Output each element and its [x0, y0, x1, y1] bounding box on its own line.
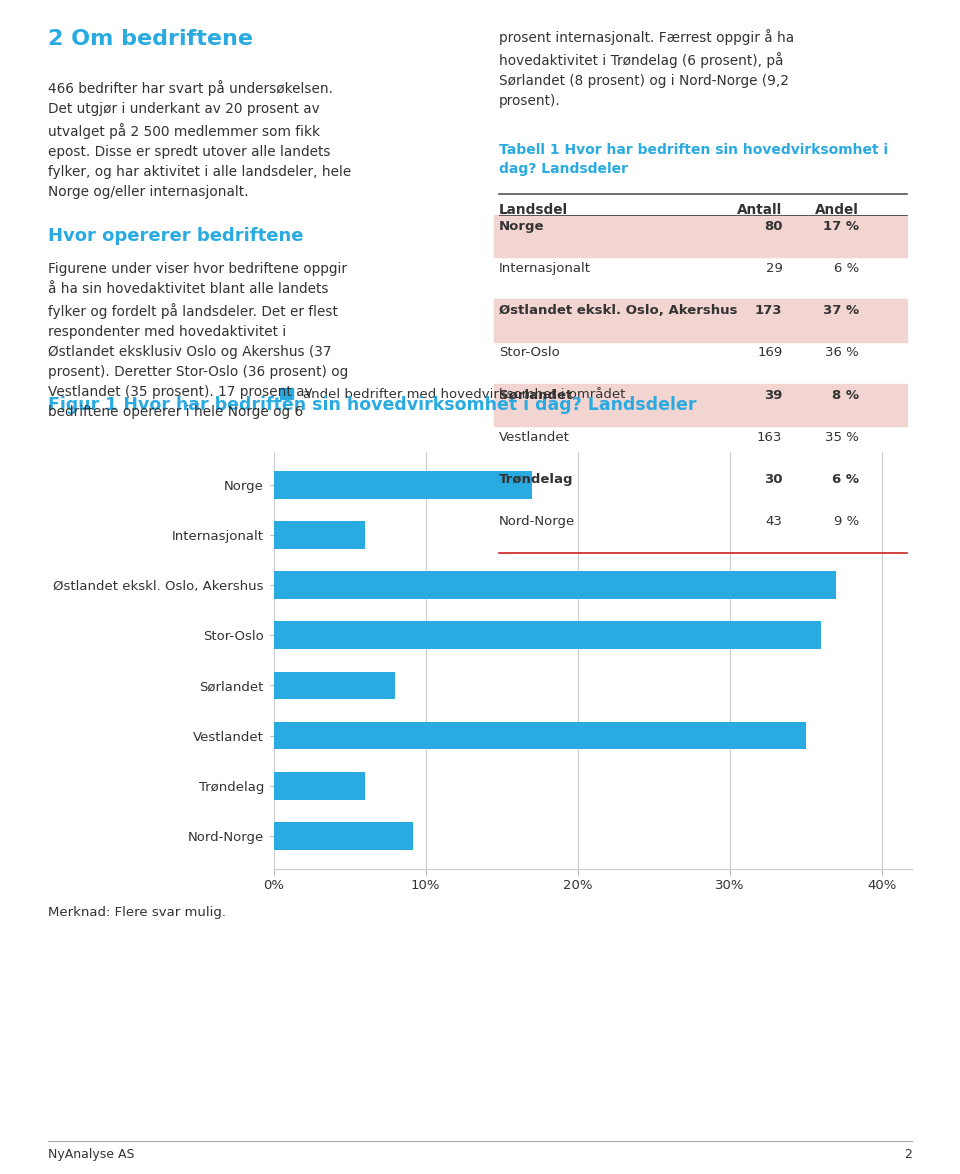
Text: 6 %: 6 % [832, 473, 859, 486]
Text: Andel: Andel [815, 203, 859, 217]
Text: 30: 30 [764, 473, 782, 486]
Text: 6 %: 6 % [834, 262, 859, 275]
Text: Sørlandet: Sørlandet [499, 389, 572, 402]
Text: Hvor opererer bedriftene: Hvor opererer bedriftene [48, 227, 303, 244]
Text: 163: 163 [757, 431, 782, 444]
Text: Merknad: Flere svar mulig.: Merknad: Flere svar mulig. [48, 906, 226, 919]
Bar [274, 572, 836, 599]
Text: NyAnalyse AS: NyAnalyse AS [48, 1148, 134, 1161]
Bar [274, 621, 821, 649]
Text: 36 %: 36 % [826, 346, 859, 359]
Text: 2 Om bedriftene: 2 Om bedriftene [48, 29, 253, 49]
Text: 35 %: 35 % [826, 431, 859, 444]
Text: 9 %: 9 % [834, 515, 859, 528]
Text: Landsdel: Landsdel [499, 203, 568, 217]
Text: 8 %: 8 % [832, 389, 859, 402]
Text: Vestlandet: Vestlandet [499, 431, 570, 444]
Text: Figur 1 Hvor har bedriften sin hovedvirksomhet i dag? Landsdeler: Figur 1 Hvor har bedriften sin hovedvirk… [48, 397, 697, 414]
Text: Internasjonalt: Internasjonalt [499, 262, 591, 275]
Bar [274, 772, 365, 799]
Legend: andel bedrifter med hovedvirksomhet i området: andel bedrifter med hovedvirksomhet i om… [279, 387, 626, 400]
Text: Tabell 1 Hvor har bedriften sin hovedvirksomhet i
dag? Landsdeler: Tabell 1 Hvor har bedriften sin hovedvir… [499, 143, 888, 176]
Text: Norge: Norge [499, 220, 544, 232]
Bar [274, 822, 414, 850]
Text: 39: 39 [764, 389, 782, 402]
Text: 43: 43 [765, 515, 782, 528]
Text: Nord-Norge: Nord-Norge [499, 515, 575, 528]
Text: 80: 80 [764, 220, 782, 232]
Bar [274, 722, 805, 749]
Text: Antall: Antall [737, 203, 782, 217]
Text: 466 bedrifter har svart på undersøkelsen.
Det utgjør i underkant av 20 prosent a: 466 bedrifter har svart på undersøkelsen… [48, 80, 351, 200]
Text: 2: 2 [904, 1148, 912, 1161]
Text: 37 %: 37 % [823, 304, 859, 317]
Text: 17 %: 17 % [824, 220, 859, 232]
Text: Trøndelag: Trøndelag [499, 473, 574, 486]
Text: Østlandet ekskl. Oslo, Akershus: Østlandet ekskl. Oslo, Akershus [499, 304, 737, 317]
Text: Stor-Oslo: Stor-Oslo [499, 346, 560, 359]
Bar [274, 521, 365, 548]
Text: 173: 173 [755, 304, 782, 317]
Text: 29: 29 [765, 262, 782, 275]
Text: prosent internasjonalt. Færrest oppgir å ha
hovedaktivitet i Trøndelag (6 prosen: prosent internasjonalt. Færrest oppgir å… [499, 29, 794, 108]
Text: Figurene under viser hvor bedriftene oppgir
å ha sin hovedaktivitet blant alle l: Figurene under viser hvor bedriftene opp… [48, 262, 348, 419]
Bar [274, 672, 396, 700]
Text: 169: 169 [757, 346, 782, 359]
Bar [274, 471, 532, 499]
